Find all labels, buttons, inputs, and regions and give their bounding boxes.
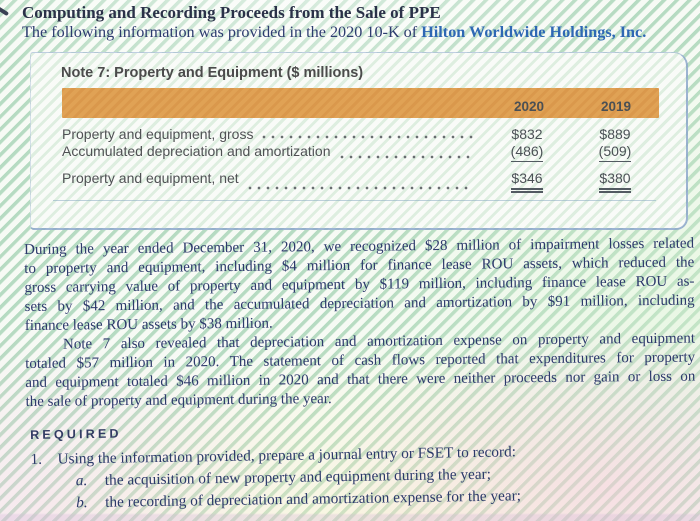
intro-text: The following information was provided i… bbox=[22, 23, 422, 41]
row-value-2019: (509) bbox=[571, 143, 659, 162]
required-heading: REQUIRED bbox=[30, 426, 122, 442]
table-header-bar: 2020 2019 bbox=[62, 88, 659, 118]
row-label: Accumulated depreciation and amortizatio… bbox=[62, 143, 331, 159]
row-value-2020: $832 bbox=[511, 126, 543, 142]
header: Computing and Recording Proceeds from th… bbox=[22, 3, 698, 42]
row-value-2020: (486) bbox=[483, 143, 571, 162]
table-bottom-rule bbox=[53, 200, 656, 201]
body-text: During the year ended December 31, 2020,… bbox=[24, 235, 696, 412]
subitem-marker: a. bbox=[75, 472, 88, 490]
list-item-number: 1. bbox=[30, 450, 43, 468]
list-item-text: Using the information provided, prepare … bbox=[57, 443, 517, 468]
required-section: REQUIRED 1. Using the information provid… bbox=[30, 416, 681, 513]
paragraph: Note 7 also revealed that depreciation a… bbox=[25, 330, 696, 412]
subitem-text: the recording of depreciation and amorti… bbox=[105, 487, 522, 511]
left-edge-cutoff-mark bbox=[0, 5, 10, 17]
table-row: Property and equipment, net $346 $380 bbox=[62, 170, 659, 193]
row-value-2020: $346 bbox=[483, 170, 571, 193]
row-value-2019: $889 bbox=[599, 126, 631, 142]
table-body: Property and equipment, gross $832 $889 … bbox=[62, 126, 659, 193]
company-name: Hilton Worldwide Holdings, Inc. bbox=[421, 23, 647, 41]
subitem-marker: b. bbox=[76, 494, 88, 512]
column-header-2019: 2019 bbox=[600, 99, 632, 114]
note-card: Note 7: Property and Equipment ($ millio… bbox=[30, 52, 688, 230]
column-header-2020: 2020 bbox=[513, 99, 545, 114]
list-subitem: b. the recording of depreciation and amo… bbox=[76, 485, 681, 513]
row-label: Property and equipment, net bbox=[62, 170, 239, 186]
row-value-2019: $380 bbox=[571, 170, 659, 193]
dot-leader bbox=[247, 186, 473, 190]
intro-line: The following information was provided i… bbox=[22, 23, 698, 42]
dot-leader bbox=[339, 155, 473, 159]
note-title: Note 7: Property and Equipment ($ millio… bbox=[61, 65, 364, 81]
paragraph: During the year ended December 31, 2020,… bbox=[24, 235, 695, 336]
dot-leader bbox=[262, 135, 473, 139]
page-title: Computing and Recording Proceeds from th… bbox=[22, 3, 441, 22]
subitem-text: the acquisition of new property and equi… bbox=[104, 465, 492, 489]
row-label: Property and equipment, gross bbox=[62, 126, 254, 142]
table-row: Accumulated depreciation and amortizatio… bbox=[62, 143, 659, 162]
table-row: Property and equipment, gross $832 $889 bbox=[62, 126, 659, 142]
